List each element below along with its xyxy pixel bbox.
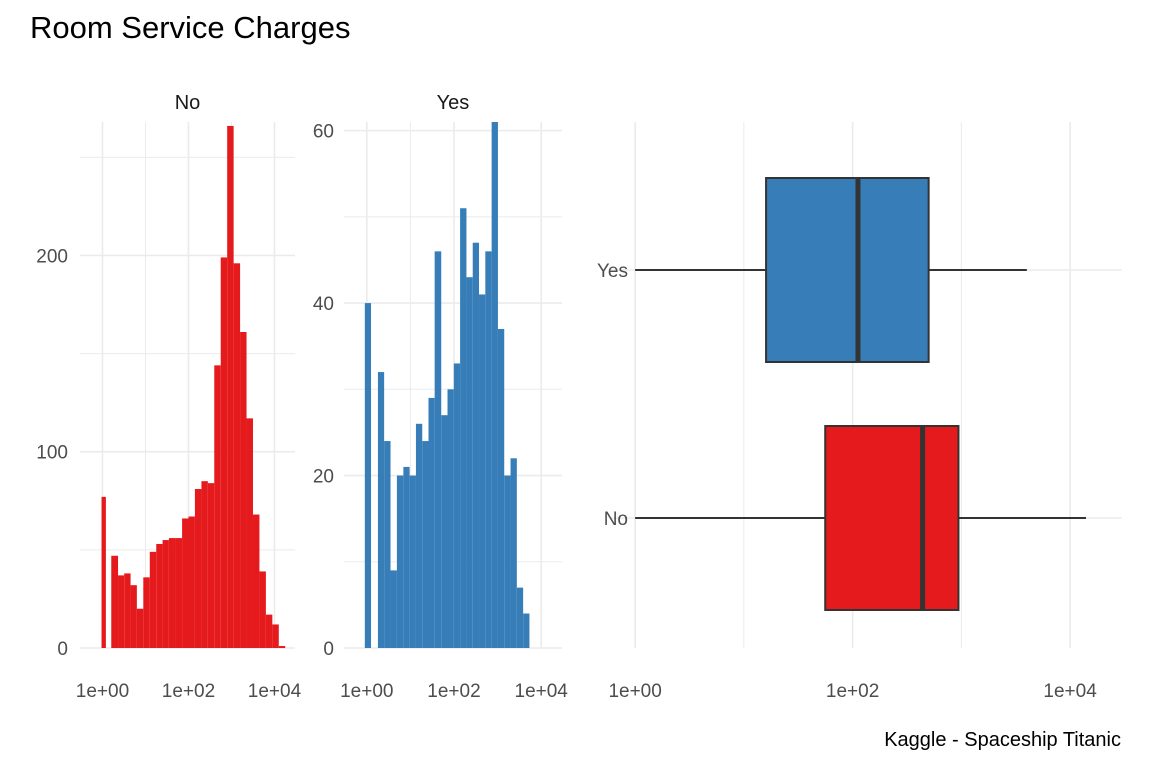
histogram-bar: [201, 481, 208, 648]
x-tick-label: 1e+02: [427, 681, 480, 702]
histogram-bar: [246, 418, 253, 648]
histogram-panel-yes: 0 20 40 60 1e+00 1e+02 1e+04 Yes: [313, 92, 568, 702]
x-tick-label: 1e+04: [515, 681, 569, 702]
histogram-bar: [516, 587, 524, 648]
histogram-bar: [390, 570, 397, 648]
x-tick-label: 1e+02: [826, 681, 879, 702]
x-tick-label: 1e+00: [76, 681, 129, 702]
histogram-bar: [233, 263, 241, 648]
histogram-bar: [472, 242, 480, 648]
histogram-bar: [523, 613, 530, 648]
x-tick-label: 1e+04: [248, 681, 302, 702]
histogram-bar: [364, 303, 372, 648]
x-tick-label: 1e+00: [340, 681, 393, 702]
histogram-bar: [214, 365, 221, 648]
histogram-bar: [227, 125, 234, 649]
histogram-bar: [265, 614, 273, 648]
histogram-bar: [485, 251, 492, 648]
chart-title: Room Service Charges: [30, 10, 351, 45]
box-iqr: [765, 177, 930, 363]
histogram-bar: [403, 466, 410, 648]
x-tick-label: 1e+04: [1043, 681, 1097, 702]
facet-label: No: [175, 92, 201, 114]
histogram-bar: [101, 496, 106, 648]
box-iqr: [824, 425, 960, 611]
y-tick-label: 100: [36, 443, 68, 464]
histogram-bar: [143, 577, 150, 648]
histogram-panel-no: 0 100 200 1e+00 1e+02 1e+04 No: [36, 92, 301, 702]
histogram-bar: [188, 516, 195, 648]
histogram-bar: [272, 624, 279, 648]
chart-caption: Kaggle - Spaceship Titanic: [884, 729, 1121, 751]
histogram-bar: [491, 122, 498, 648]
boxplot-panel: 1e+00 1e+02 1e+04 Yes No: [597, 122, 1122, 702]
histogram-bar: [168, 538, 176, 648]
y-tick-label: 0: [323, 639, 334, 660]
histogram-bar: [207, 483, 215, 648]
histogram-bar: [504, 475, 511, 648]
histogram-bar: [409, 475, 416, 648]
y-tick-label: 0: [57, 639, 68, 660]
histogram-bar: [479, 294, 486, 648]
y-tick-label: 40: [313, 294, 334, 315]
histogram-bar: [136, 608, 144, 648]
y-tick-label: 20: [313, 467, 334, 488]
histogram-bar: [111, 555, 119, 648]
histogram-bar: [466, 277, 473, 648]
y-tick-label: Yes: [597, 261, 628, 282]
histogram-bar: [240, 332, 247, 648]
histogram-bar: [162, 540, 169, 648]
histogram-bar: [415, 423, 423, 648]
histogram-bar: [252, 514, 260, 648]
facet-label: Yes: [437, 92, 470, 114]
histogram-bar: [118, 575, 125, 648]
histogram-bar: [156, 543, 163, 648]
y-tick-label: 200: [36, 246, 68, 267]
histogram-bar: [194, 489, 202, 648]
histogram-bar: [377, 372, 385, 648]
histogram-bar: [175, 538, 183, 648]
histogram-bar: [447, 389, 454, 648]
x-tick-label: 1e+00: [608, 681, 661, 702]
histogram-bar: [278, 646, 286, 648]
histogram-bar: [259, 571, 266, 648]
histogram-bar: [220, 257, 228, 648]
y-tick-label: No: [604, 509, 628, 530]
histogram-bar: [130, 585, 137, 648]
histogram-bar: [124, 573, 131, 648]
histogram-bar: [460, 208, 467, 649]
y-tick-label: 60: [313, 122, 334, 143]
histogram-bar: [453, 363, 461, 648]
histogram-bar: [497, 328, 505, 648]
histogram-bar: [182, 518, 189, 648]
histogram-bar: [428, 397, 435, 648]
histogram-bar: [422, 441, 429, 648]
histogram-bar: [434, 251, 442, 648]
histogram-bar: [396, 475, 404, 648]
histogram-bar: [441, 415, 448, 648]
histogram-bar: [384, 441, 391, 648]
histogram-bar: [149, 551, 157, 648]
histogram-bar: [510, 458, 517, 648]
x-tick-label: 1e+02: [162, 681, 215, 702]
